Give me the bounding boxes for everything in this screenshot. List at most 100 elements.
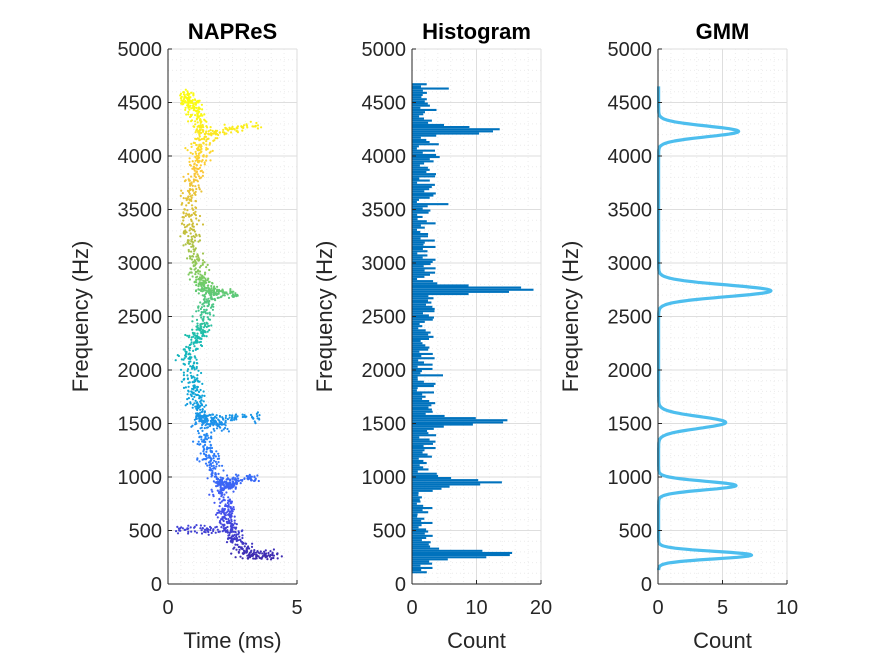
scatter-point <box>206 263 209 266</box>
scatter-point <box>241 478 244 482</box>
scatter-point <box>230 552 233 555</box>
scatter-point <box>185 225 188 228</box>
scatter-point <box>200 311 203 314</box>
scatter-point <box>214 481 217 484</box>
histogram-bar <box>412 459 424 462</box>
scatter-point <box>207 456 210 459</box>
scatter-point <box>196 324 199 327</box>
scatter-point <box>183 180 186 183</box>
scatter-point <box>232 530 235 533</box>
scatter-point <box>189 232 192 235</box>
y-tick-label: 1000 <box>608 467 653 489</box>
scatter-point <box>188 242 192 245</box>
scatter-point <box>205 266 208 269</box>
histogram-bar <box>412 273 430 276</box>
scatter-point <box>228 482 231 485</box>
scatter-point <box>194 389 197 392</box>
scatter-point <box>192 109 195 112</box>
scatter-point <box>232 290 235 293</box>
histogram-bar <box>412 284 469 287</box>
histogram-bar <box>412 164 420 167</box>
scatter-point <box>196 161 200 164</box>
histogram-bar <box>412 489 433 492</box>
scatter-point <box>189 365 192 368</box>
scatter-point <box>193 402 196 405</box>
scatter-point <box>204 323 207 326</box>
scatter-point <box>199 278 202 281</box>
scatter-point <box>200 532 204 535</box>
scatter-point <box>205 154 208 157</box>
scatter-point <box>192 94 195 97</box>
scatter-point <box>195 278 198 281</box>
histogram-bar <box>412 136 421 139</box>
scatter-point <box>194 190 197 193</box>
scatter-point <box>188 92 191 96</box>
scatter-point <box>228 510 231 514</box>
scatter-point <box>205 433 208 436</box>
histogram-bar <box>412 500 421 503</box>
scatter-point <box>234 486 237 489</box>
scatter-point <box>210 431 213 434</box>
scatter-point <box>209 159 212 162</box>
y-tick-label: 500 <box>129 521 162 543</box>
scatter-point <box>203 301 206 304</box>
scatter-point <box>225 482 228 485</box>
scatter-point <box>193 530 196 533</box>
scatter-point <box>208 292 212 295</box>
scatter-point <box>187 113 190 116</box>
histogram-bar <box>412 357 435 360</box>
scatter-point <box>185 113 188 116</box>
scatter-point <box>264 549 267 552</box>
histogram-bar <box>412 115 420 118</box>
scatter-point <box>194 109 197 112</box>
scatter-point <box>182 374 185 377</box>
scatter-point <box>208 464 211 467</box>
y-tick-label: 2000 <box>608 360 653 382</box>
scatter-point <box>201 263 204 266</box>
scatter-point <box>234 292 237 295</box>
scatter-point <box>210 465 213 468</box>
scatter-point <box>174 359 177 362</box>
scatter-point <box>181 192 184 195</box>
histogram-bar <box>412 532 425 535</box>
scatter-point <box>202 142 205 145</box>
scatter-point <box>194 101 197 104</box>
scatter-point <box>206 330 209 333</box>
scatter-point <box>197 184 200 187</box>
scatter-point <box>178 529 181 532</box>
scatter-point <box>272 556 275 560</box>
scatter-point <box>233 522 236 525</box>
scatter-point <box>207 284 210 287</box>
histogram-bar <box>412 504 424 507</box>
histogram-bar <box>412 329 426 332</box>
scatter-point <box>198 420 201 423</box>
scatter-point <box>230 414 234 417</box>
scatter-point <box>212 529 215 533</box>
scatter-point <box>195 358 198 361</box>
histogram-bar <box>412 200 417 203</box>
scatter-point <box>192 440 195 443</box>
scatter-point <box>197 256 200 259</box>
scatter-point <box>179 94 182 97</box>
scatter-point <box>266 558 269 561</box>
histogram-bar <box>412 481 502 484</box>
scatter-point <box>256 474 259 477</box>
histogram-bar <box>412 549 483 552</box>
histogram-bar <box>412 228 417 231</box>
histogram-bar <box>412 511 429 514</box>
scatter-point <box>229 528 233 531</box>
scatter-point <box>179 194 182 197</box>
histogram-bar <box>412 314 429 317</box>
scatter-point <box>192 248 195 251</box>
scatter-point <box>192 252 195 255</box>
scatter-point <box>231 537 234 540</box>
histogram-bar <box>412 295 429 298</box>
scatter-point <box>203 161 206 164</box>
histogram-bar <box>412 282 438 285</box>
scatter-point <box>222 428 225 431</box>
histogram-bar <box>412 436 420 439</box>
scatter-point <box>206 316 209 319</box>
scatter-point <box>223 511 226 515</box>
scatter-point <box>184 106 187 109</box>
scatter-point <box>194 156 197 159</box>
